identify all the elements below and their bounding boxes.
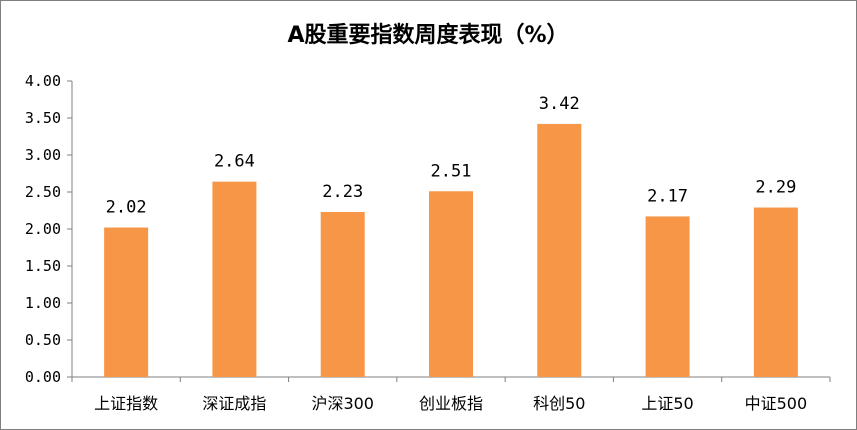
data-label: 2.29 [755,178,796,198]
x-tick-label: 沪深300 [311,394,374,413]
data-label: 2.23 [322,182,363,202]
data-label: 2.02 [106,198,147,218]
y-tick-label: 1.00 [25,294,61,312]
y-tick-label: 3.00 [25,146,61,164]
data-label: 3.42 [539,94,580,114]
bar [320,211,365,377]
bar [104,227,149,377]
y-tick-label: 3.50 [25,109,61,127]
data-label: 2.17 [647,186,688,206]
bar [212,181,257,377]
data-labels: 2.02 2.64 2.23 2.51 3.42 2.17 2.29 [106,94,797,218]
x-tick-label: 上证指数 [94,394,158,413]
x-tick-label: 科创50 [533,394,585,413]
y-tick-label: 2.00 [25,220,61,238]
y-tick-label: 2.50 [25,183,61,201]
y-tick-label: 0.00 [25,368,61,386]
x-tick-label: 中证500 [745,394,808,413]
y-tick-label: 0.50 [25,331,61,349]
bar [645,216,690,377]
x-tick-label: 深证成指 [202,394,266,413]
bar [753,207,798,377]
bar [537,123,582,377]
data-label: 2.64 [214,152,255,172]
bars [104,123,798,377]
y-tick-label: 4.00 [25,72,61,90]
y-tick-label: 1.50 [25,257,61,275]
axes: 0.00 0.50 1.00 1.50 2.00 2.50 3.00 3.50 4.00 上证指数… [25,72,831,413]
data-label: 2.51 [431,161,472,181]
bar [429,191,473,377]
chart-title: A股重要指数周度表现（%） [287,22,568,48]
x-tick-label: 上证50 [641,394,693,413]
x-tick-label: 创业板指 [419,394,483,413]
